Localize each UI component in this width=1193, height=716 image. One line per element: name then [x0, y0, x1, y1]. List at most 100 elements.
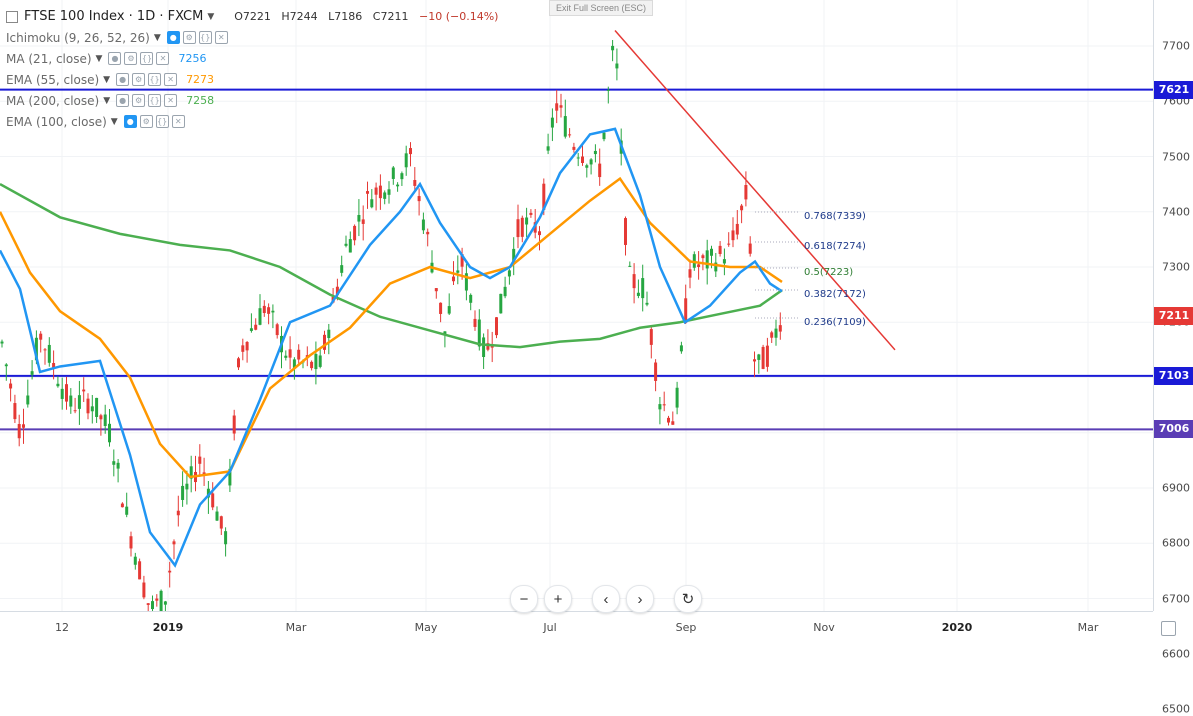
- settings-icon[interactable]: ⚙: [139, 115, 153, 128]
- candle-body: [172, 541, 176, 545]
- candle-body: [39, 333, 43, 340]
- settings-icon[interactable]: ⚙: [132, 94, 146, 107]
- candle-body: [155, 598, 159, 601]
- close-icon[interactable]: ✕: [156, 52, 170, 65]
- price-level-tag: 7103: [1154, 366, 1193, 385]
- indicator-name[interactable]: EMA (55, close): [6, 72, 100, 87]
- candle-body: [473, 318, 477, 327]
- indicator-value: 7256: [178, 52, 207, 65]
- price-chart[interactable]: [0, 0, 1153, 611]
- source-code-icon[interactable]: {}: [148, 73, 162, 86]
- close-icon[interactable]: ✕: [214, 31, 228, 44]
- exit-fullscreen-button[interactable]: Exit Full Screen (ESC): [549, 0, 653, 16]
- candle-body: [275, 324, 279, 336]
- symbol-row: FTSE 100 Index · 1D · FXCM ▼ O7221 H7244…: [6, 6, 498, 27]
- chevron-down-icon[interactable]: ▼: [207, 11, 215, 22]
- candle-body: [593, 150, 597, 155]
- eye-icon[interactable]: ●: [108, 52, 122, 65]
- indicator-name[interactable]: EMA (100, close): [6, 114, 107, 129]
- candle-body: [598, 163, 602, 178]
- close-icon[interactable]: ✕: [164, 94, 178, 107]
- candle-body: [426, 231, 430, 235]
- candle-body: [17, 424, 21, 439]
- candle-body: [60, 388, 64, 399]
- chevron-down-icon[interactable]: ▼: [103, 95, 111, 106]
- eye-slash-icon[interactable]: ●: [166, 31, 180, 44]
- candle-body: [258, 308, 262, 325]
- candle-body: [103, 414, 107, 427]
- candle-body: [503, 286, 507, 297]
- eye-slash-icon[interactable]: ●: [123, 115, 137, 128]
- source-code-icon[interactable]: {}: [198, 31, 212, 44]
- axis-settings-icon[interactable]: [1161, 621, 1176, 636]
- scroll-left-button[interactable]: ‹: [592, 585, 620, 613]
- source-code-icon[interactable]: {}: [140, 52, 154, 65]
- candle-body: [585, 165, 589, 168]
- price-tick-label: 6700: [1162, 592, 1190, 605]
- candle-body: [202, 472, 206, 475]
- source-code-icon[interactable]: {}: [148, 94, 162, 107]
- price-axis[interactable]: 7700760075007400730072007100700069006800…: [1153, 0, 1193, 716]
- candle-body: [73, 410, 77, 412]
- eye-icon[interactable]: ●: [116, 73, 130, 86]
- candle-body: [357, 214, 361, 222]
- reset-chart-button[interactable]: ↻: [674, 585, 702, 613]
- change-value: −10 (−0.14%): [418, 10, 499, 23]
- candle-body: [0, 341, 4, 344]
- indicator-value: 7273: [186, 73, 215, 86]
- candle-body: [667, 417, 670, 423]
- close-icon[interactable]: ✕: [171, 115, 185, 128]
- candle-body: [396, 184, 400, 187]
- scroll-right-button[interactable]: ›: [626, 585, 654, 613]
- candle-body: [125, 506, 129, 515]
- settings-icon[interactable]: ⚙: [182, 31, 196, 44]
- settings-icon[interactable]: ⚙: [124, 52, 138, 65]
- candle-body: [69, 395, 73, 407]
- price-tick-label: 7500: [1162, 150, 1190, 163]
- candle-body: [628, 265, 632, 267]
- candle-body: [30, 371, 34, 375]
- candle-body: [65, 384, 68, 402]
- price-tick-label: 6600: [1162, 647, 1190, 661]
- candle-body: [710, 248, 713, 256]
- candle-body: [22, 424, 25, 428]
- candle-body: [378, 185, 382, 199]
- candle-body: [219, 516, 223, 529]
- candle-body: [602, 132, 606, 140]
- candle-body: [688, 269, 692, 278]
- candle-body: [323, 334, 326, 350]
- close-icon[interactable]: ✕: [164, 73, 178, 86]
- open-value: O7221: [234, 10, 271, 23]
- candle-body: [353, 225, 357, 241]
- indicator-name[interactable]: Ichimoku (9, 26, 52, 26): [6, 30, 150, 45]
- eye-icon[interactable]: ●: [116, 94, 130, 107]
- indicator-name[interactable]: MA (200, close): [6, 93, 100, 108]
- zoom-out-button[interactable]: −: [510, 585, 538, 613]
- chevron-down-icon[interactable]: ▼: [110, 116, 118, 127]
- time-axis[interactable]: 12 2019 Mar May Jul Sep Nov 2020 Mar: [0, 611, 1153, 644]
- chevron-down-icon[interactable]: ▼: [153, 32, 161, 43]
- symbol-title[interactable]: FTSE 100 Index · 1D · FXCM: [24, 9, 204, 24]
- zoom-in-button[interactable]: +: [544, 585, 572, 613]
- chevron-down-icon[interactable]: ▼: [95, 53, 103, 64]
- source-code-icon[interactable]: {}: [155, 115, 169, 128]
- candle-body: [464, 273, 468, 291]
- candle-body: [370, 199, 374, 208]
- price-tick-label: 6800: [1162, 536, 1190, 550]
- chevron-down-icon[interactable]: ▼: [103, 74, 111, 85]
- chart-settings-icon[interactable]: [6, 10, 18, 23]
- chart-canvas[interactable]: 0.768(7339) 0.618(7274) 0.5(7223) 0.382(717…: [0, 0, 1153, 611]
- time-tick-label: 2020: [941, 621, 973, 634]
- time-tick-label: May: [414, 621, 438, 634]
- indicator-name[interactable]: MA (21, close): [6, 51, 92, 66]
- settings-icon[interactable]: ⚙: [132, 73, 146, 86]
- candle-body: [714, 262, 718, 272]
- indicator-row: MA (21, close) ▼ ● ⚙{} ✕ 7256: [6, 48, 498, 69]
- candle-body: [391, 167, 395, 179]
- candle-body: [770, 332, 774, 338]
- candle-body: [550, 117, 554, 128]
- candle-body: [4, 364, 8, 367]
- candle-body: [314, 354, 318, 370]
- candle-body: [245, 342, 249, 351]
- candle-body: [460, 254, 464, 267]
